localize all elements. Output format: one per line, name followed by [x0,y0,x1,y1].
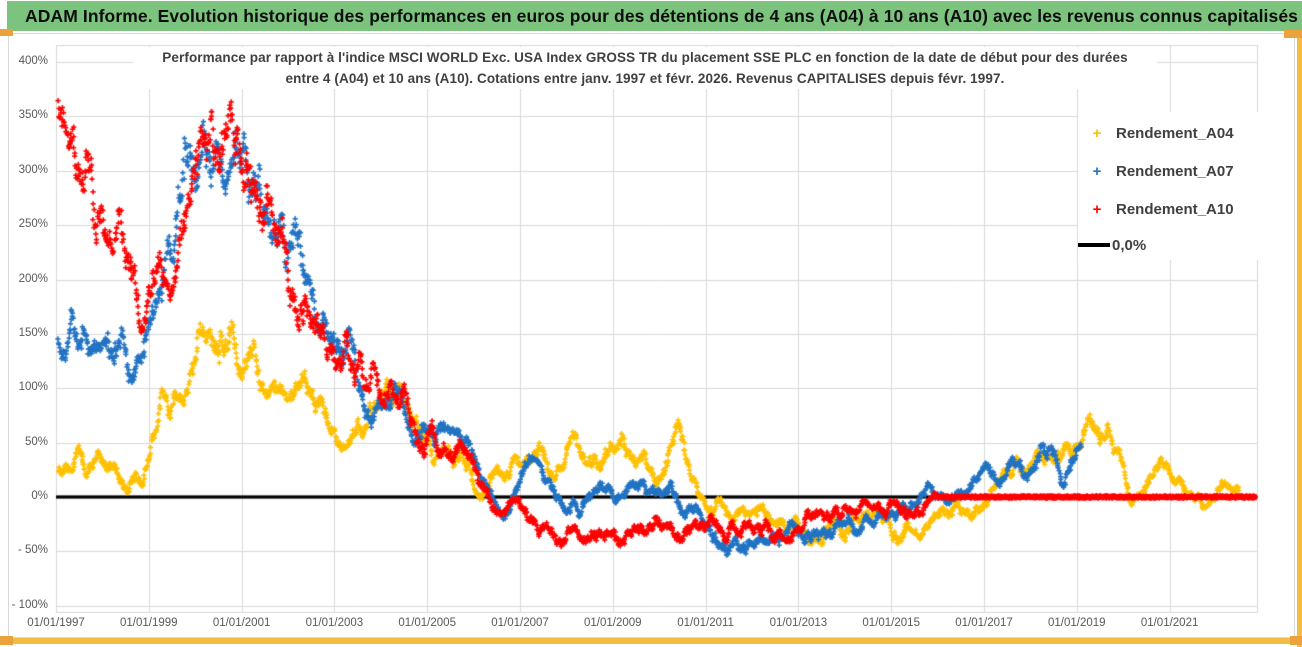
gold-tab-top-left [0,29,13,36]
y-tick-label: 200% [18,272,48,285]
legend-plus-marker-icon: + [1092,124,1102,142]
legend-label: Rendement_A04 [1116,124,1234,142]
x-tick-label: 01/01/2011 [677,617,734,629]
gold-corner-bottom-right [1290,636,1302,645]
x-tick-label: 01/01/1997 [27,617,85,629]
x-tick-label: 01/01/2001 [212,617,271,629]
y-tick-label: 150% [18,326,48,339]
legend-label: Rendement_A10 [1116,200,1234,218]
legend-item-rendement-a07: + Rendement_A07 [1090,160,1234,182]
y-tick-label: - 50% [17,544,48,557]
x-tick-label: 01/01/2017 [955,617,1013,629]
legend-label: Rendement_A07 [1116,162,1234,180]
gold-border-bottom [0,638,1302,644]
legend-zero-line-swatch [1078,243,1110,247]
y-tick-label: - 100% [11,598,48,611]
gold-border-right [1297,30,1302,647]
chart-subtitle-line1: Performance par rapport à l'indice MSCI … [162,50,1128,65]
y-tick-label: 400% [18,55,48,67]
gold-corner-bottom-left [0,636,13,645]
page-title: ADAM Informe. Evolution historique des p… [25,5,1299,26]
x-tick-label: 01/01/2021 [1140,617,1199,629]
gold-corner-top-right [1284,30,1302,38]
chart-subtitle-line2: entre 4 (A04) et 10 ans (A10). Cotations… [285,71,1005,86]
legend-label: 0,0% [1112,236,1147,254]
legend-plus-marker-icon: + [1092,162,1102,180]
legend-plus-marker-icon: + [1092,200,1102,218]
x-tick-label: 01/01/2005 [398,617,456,629]
x-tick-label: 01/01/2009 [584,617,642,629]
chart-frame [8,33,1295,638]
chart-legend: + Rendement_A04 + Rendement_A07 + Rendement_A… [1078,112,1260,260]
chart-subtitle: Performance par rapport à l'indice MSCI … [133,47,1157,89]
y-tick-label: 50% [24,435,48,448]
y-tick-label: 250% [18,218,48,231]
x-tick-label: 01/01/2003 [305,617,364,629]
legend-item-0-0-: 0,0% [1078,234,1146,256]
x-tick-label: 01/01/2013 [769,617,828,629]
x-tick-label: 01/01/2007 [491,617,549,629]
x-tick-label: 01/01/1999 [120,617,178,629]
y-tick-label: 0% [31,490,48,502]
x-tick-label: 01/01/2015 [862,617,920,629]
title-bar: ADAM Informe. Evolution historique des p… [7,1,1302,31]
legend-item-rendement-a04: + Rendement_A04 [1090,122,1234,144]
y-tick-label: 300% [18,163,48,176]
y-tick-label: 350% [18,109,48,122]
legend-item-rendement-a10: + Rendement_A10 [1090,198,1234,220]
x-tick-label: 01/01/2019 [1048,617,1106,629]
y-tick-label: 100% [18,381,48,394]
